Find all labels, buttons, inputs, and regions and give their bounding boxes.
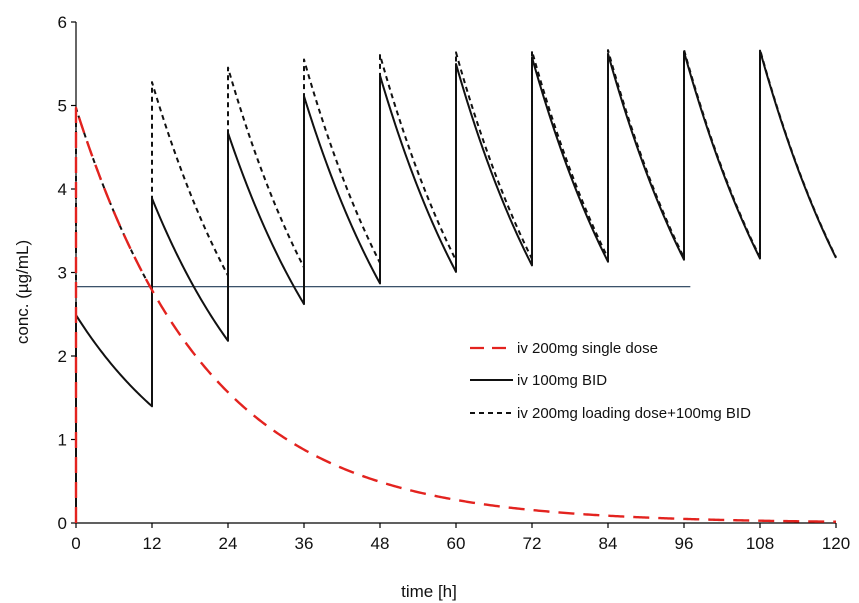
x-tick-label: 96 [675,534,694,553]
x-tick-label: 108 [746,534,774,553]
y-axis-title: conc. (µg/mL) [13,240,32,344]
series-line-2 [75,48,837,523]
x-tick-label: 72 [523,534,542,553]
x-tick-label: 120 [822,534,850,553]
legend-label-100mg-bid: iv 100mg BID [517,372,607,389]
y-tick-label: 0 [58,514,67,533]
x-tick-label: 48 [371,534,390,553]
series-line-0 [74,106,837,523]
x-tick-label: 60 [447,534,466,553]
x-ticks: 0 12 24 36 48 60 72 84 96 108 120 [71,523,850,553]
y-tick-label: 2 [58,347,67,366]
x-tick-label: 36 [295,534,314,553]
y-tick-label: 5 [58,97,67,116]
x-tick-label: 84 [599,534,618,553]
legend: iv 200mg single dose iv 100mg BID iv 200… [470,340,751,422]
y-ticks: 0 1 2 3 4 5 6 [58,13,76,533]
legend-label-loading-dose: iv 200mg loading dose+100mg BID [517,405,751,422]
x-tick-label: 24 [219,534,238,553]
y-tick-label: 3 [58,264,67,283]
y-tick-label: 4 [58,180,67,199]
x-tick-label: 0 [71,534,80,553]
legend-label-single-dose: iv 200mg single dose [517,340,658,357]
y-tick-label: 1 [58,431,67,450]
x-axis-title: time [h] [401,582,457,601]
x-tick-label: 12 [143,534,162,553]
series-layer [74,48,837,523]
y-tick-label: 6 [58,13,67,32]
